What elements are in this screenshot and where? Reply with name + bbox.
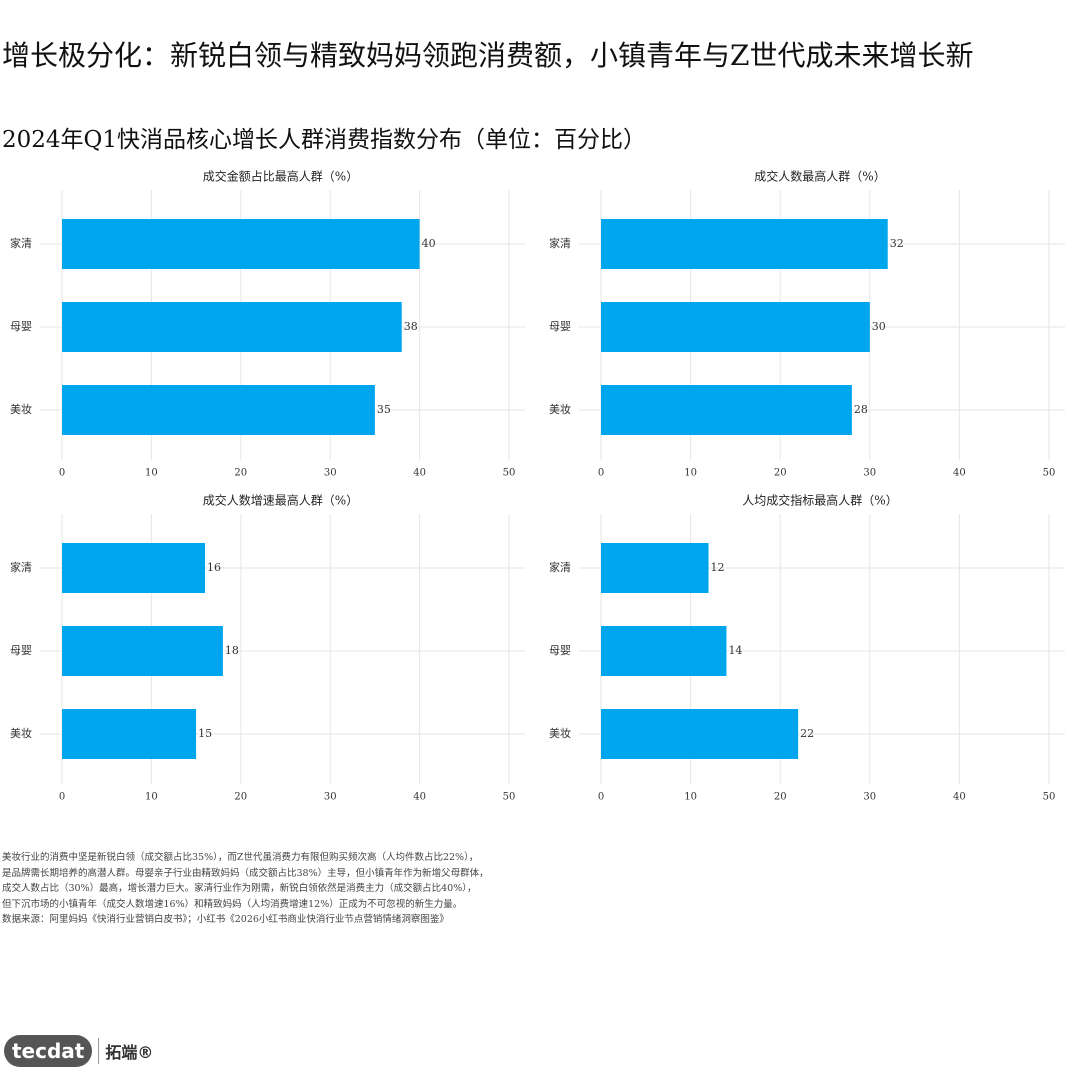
x-tick-label: 50 [1043,468,1056,479]
y-tick-label: 母婴 [10,644,32,657]
value-label: 22 [800,727,814,740]
x-tick-label: 20 [234,468,247,479]
bar [601,302,870,352]
y-tick-label: 母婴 [549,644,571,657]
y-tick-label: 美妆 [10,403,32,416]
bar [601,626,727,676]
bar [601,385,852,435]
x-tick-label: 50 [1043,792,1056,803]
bar [62,626,223,676]
x-tick-label: 40 [413,792,426,803]
page-title: 增长极分化：新锐白领与精致妈妈领跑消费额，小镇青年与Z世代成未来增长新 [2,39,974,72]
bar [601,543,709,593]
value-label: 18 [225,644,239,657]
bar [62,385,375,435]
panel-title: 成交人数增速最高人群（%） [203,493,358,508]
x-tick-label: 50 [503,792,516,803]
x-tick-label: 0 [59,468,65,479]
x-tick-label: 30 [863,792,876,803]
x-tick-label: 30 [324,468,337,479]
bar [62,219,420,269]
x-tick-label: 10 [684,792,697,803]
y-tick-label: 母婴 [549,320,571,333]
value-label: 30 [872,320,886,333]
x-tick-label: 40 [953,792,966,803]
y-tick-label: 家清 [10,236,32,250]
note-line: 是品牌需长期培养的高潜人群。母婴亲子行业由精致妈妈（成交额占比38%）主导，但小… [2,867,489,879]
value-label: 38 [404,320,418,333]
x-tick-label: 0 [59,792,65,803]
note-line: 美妆行业的消费中坚是新锐白领（成交额占比35%），而Z世代虽消费力有限但购买频次… [2,852,479,863]
bar [601,219,888,269]
value-label: 16 [207,561,221,574]
value-label: 40 [422,237,436,250]
x-tick-label: 0 [598,468,604,479]
x-tick-label: 20 [774,468,787,479]
value-label: 35 [377,403,391,416]
x-tick-label: 20 [774,792,787,803]
y-tick-label: 家清 [549,236,571,250]
logo-name: 拓端® [105,1043,154,1062]
panel-title: 成交金额占比最高人群（%） [203,169,358,184]
bar [62,709,197,759]
panel-title: 成交人数最高人群（%） [754,169,885,184]
logo-brand: tecdat [4,1035,93,1067]
x-tick-label: 40 [413,468,426,479]
y-tick-label: 家清 [10,560,32,574]
value-label: 32 [890,237,904,250]
x-tick-label: 30 [324,792,337,803]
y-tick-label: 美妆 [549,403,571,416]
value-label: 12 [711,561,725,574]
logo: tecdat 拓端® [4,1035,153,1067]
notes: 美妆行业的消费中坚是新锐白领（成交额占比35%），而Z世代虽消费力有限但购买频次… [2,850,489,928]
note-line: 但下沉市场的小镇青年（成交人数增速16%）和精致妈妈（人均消费增速12%）正成为… [2,898,463,910]
note-line: 数据来源：阿里妈妈《快消行业营销白皮书》；小红书《2026小红书商业快消行业节点… [2,914,449,925]
value-label: 28 [854,403,868,416]
x-tick-label: 30 [863,468,876,479]
value-label: 15 [198,727,212,740]
bar [62,302,402,352]
x-tick-label: 50 [503,468,516,479]
value-label: 14 [728,644,742,657]
x-tick-label: 20 [234,792,247,803]
y-tick-label: 母婴 [10,320,32,333]
x-tick-label: 0 [598,792,604,803]
y-tick-label: 美妆 [549,727,571,740]
page-subtitle: 2024年Q1快消品核心增长人群消费指数分布（单位：百分比） [2,127,647,153]
x-tick-label: 40 [953,468,966,479]
bar [62,543,206,593]
panel-title: 人均成交指标最高人群（%） [742,493,897,508]
y-tick-label: 美妆 [10,727,32,740]
x-tick-label: 10 [145,792,158,803]
y-tick-label: 家清 [549,560,571,574]
logo-separator [98,1038,100,1064]
note-line: 成交人数占比（30%）最高，增长潜力巨大。家清行业作为刚需，新锐白领依然是消费主… [2,883,477,894]
x-tick-label: 10 [684,468,697,479]
x-tick-label: 10 [145,468,158,479]
bar [601,709,799,759]
